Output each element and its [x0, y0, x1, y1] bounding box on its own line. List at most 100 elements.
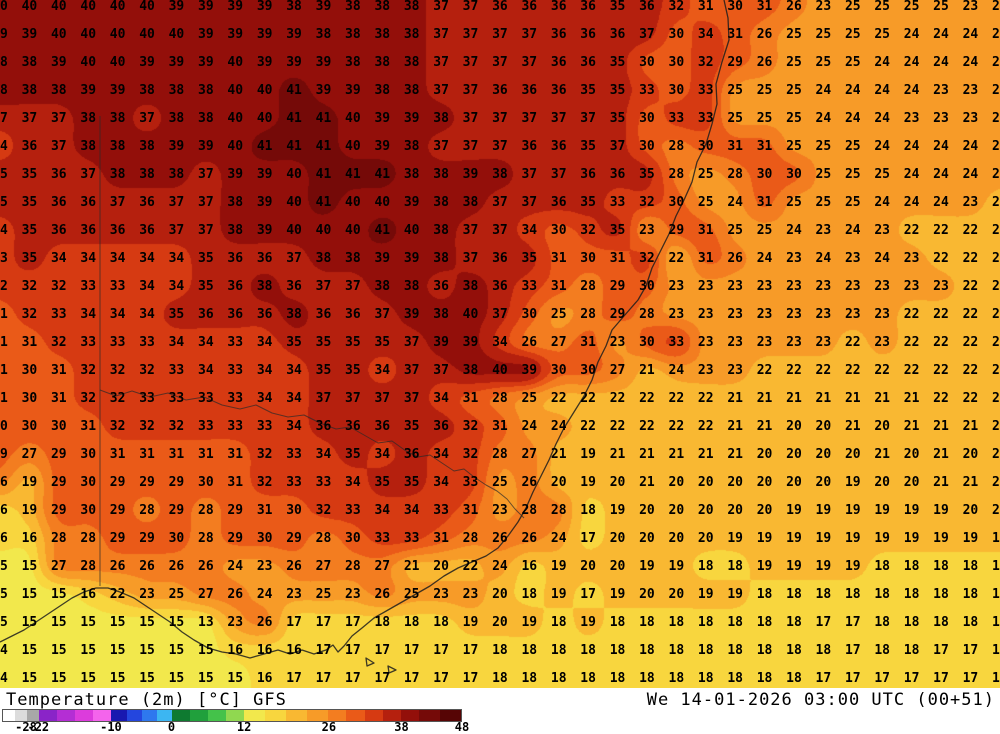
temp-value: 35 [609, 82, 626, 98]
temp-value: 22 [991, 222, 1000, 238]
temp-value: 40 [109, 54, 126, 70]
temp-value: 17 [580, 530, 596, 546]
temp-value: 34 [345, 474, 361, 490]
temp-value: 41 [374, 222, 391, 238]
temp-value: 37 [315, 278, 332, 294]
temp-value: 39 [0, 26, 8, 42]
temp-value: 38 [433, 250, 449, 266]
temp-row: 37 37 37 38 38 37 38 38 40 40 41 41 40 39 39 38 37 37 37 37… [0, 112, 1000, 125]
temp-value: 24 [874, 110, 891, 126]
temp-value: 20 [580, 558, 596, 574]
temp-value: 21 [962, 474, 979, 490]
temp-value: 33 [668, 110, 685, 126]
temp-value: 17 [315, 614, 332, 630]
temp-value: 39 [227, 0, 244, 14]
temp-value: 28 [580, 306, 596, 322]
temp-value: 39 [345, 82, 361, 98]
temp-value: 25 [844, 54, 861, 70]
temp-value: 19 [786, 502, 802, 518]
temp-value: 34 [286, 390, 302, 406]
temp-value: 37 [521, 166, 538, 182]
temp-value: 29 [668, 222, 685, 238]
temp-value: 33 [139, 334, 155, 350]
temp-value: 26 [374, 586, 391, 602]
temp-value: 21 [903, 418, 920, 434]
temp-value: 37 [21, 110, 38, 126]
temp-value: 31 [50, 390, 67, 406]
temp-value: 39 [198, 0, 214, 14]
temp-value: 32 [109, 362, 126, 378]
temp-value: 22 [991, 390, 1000, 406]
temp-value: 29 [609, 306, 626, 322]
temp-value: 20 [668, 502, 685, 518]
temp-value: 23 [786, 278, 802, 294]
temp-value: 31 [256, 502, 273, 518]
temp-value: 35 [403, 474, 420, 490]
temp-value: 23 [933, 110, 949, 126]
temp-value: 33 [0, 250, 8, 266]
temp-value: 37 [168, 222, 185, 238]
temp-value: 20 [844, 446, 861, 462]
temp-value: 18 [550, 670, 567, 686]
temp-value: 39 [403, 250, 420, 266]
temp-value: 26 [727, 250, 743, 266]
temp-value: 20 [609, 474, 626, 490]
temp-value: 18 [903, 614, 920, 630]
temp-value: 22 [962, 278, 979, 294]
temp-value: 36 [139, 222, 155, 238]
temp-value: 32 [256, 474, 273, 490]
temp-value: 34 [168, 250, 185, 266]
temp-value: 39 [315, 54, 332, 70]
temp-value: 18 [639, 642, 655, 658]
temp-value: 19 [844, 474, 861, 490]
temp-value: 15 [50, 614, 67, 630]
temp-value: 22 [903, 222, 920, 238]
temp-value: 37 [462, 222, 479, 238]
temp-value: 17 [403, 670, 420, 686]
temp-value: 36 [492, 250, 508, 266]
temp-value: 22 [697, 418, 714, 434]
temp-value: 15 [21, 614, 38, 630]
temp-value: 25 [786, 26, 802, 42]
temp-value: 15 [50, 642, 67, 658]
temp-value: 29 [50, 474, 67, 490]
temp-value: 25 [815, 166, 832, 182]
temp-value: 37 [109, 194, 126, 210]
temp-value: 22 [933, 334, 949, 350]
temp-value: 25 [786, 82, 802, 98]
temp-value: 20 [697, 530, 714, 546]
temp-value: 41 [374, 166, 391, 182]
temp-value: 37 [315, 390, 332, 406]
temp-value: 39 [256, 222, 273, 238]
temp-value: 22 [109, 586, 126, 602]
temp-value: 33 [109, 278, 126, 294]
temp-value: 36 [521, 82, 538, 98]
temp-row: 31 31 32 33 33 33 34 34 33 34 35 35 35 35 37 39 39 34 26 27… [0, 336, 1000, 349]
temp-value: 23 [697, 278, 714, 294]
temp-value: 26 [109, 558, 126, 574]
temp-value: 22 [668, 390, 685, 406]
temp-value: 38 [403, 138, 420, 154]
temp-value: 36 [315, 306, 332, 322]
temp-value: 19 [844, 558, 861, 574]
temp-value: 36 [580, 166, 596, 182]
temp-value: 17 [462, 670, 479, 686]
temp-value: 25 [550, 306, 567, 322]
temp-value: 18 [580, 642, 596, 658]
temp-value: 26 [227, 586, 244, 602]
temp-value: 33 [80, 278, 97, 294]
temp-value: 25 [844, 138, 861, 154]
temp-value: 38 [256, 278, 273, 294]
legend-segment [382, 710, 401, 721]
temp-value: 18 [609, 670, 626, 686]
temp-value: 28 [639, 306, 655, 322]
temp-value: 18 [786, 670, 802, 686]
temp-value: 22 [903, 362, 920, 378]
temp-value: 29 [286, 530, 302, 546]
temp-value: 18 [874, 614, 891, 630]
temp-value: 37 [609, 138, 626, 154]
temp-value: 30 [668, 82, 685, 98]
legend-colorbar [2, 709, 462, 722]
temp-value: 29 [109, 530, 126, 546]
temp-value: 24 [874, 250, 891, 266]
